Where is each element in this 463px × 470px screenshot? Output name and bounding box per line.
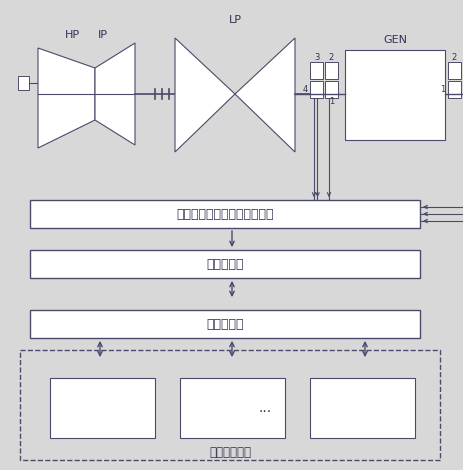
Text: 计算服务器: 计算服务器 xyxy=(206,258,243,271)
Bar xyxy=(309,81,322,98)
Polygon shape xyxy=(95,43,135,145)
Bar xyxy=(30,310,419,338)
Text: IP: IP xyxy=(98,30,108,40)
Bar xyxy=(309,62,322,79)
Bar xyxy=(344,50,444,140)
Text: 2: 2 xyxy=(451,54,456,63)
Bar xyxy=(180,378,284,438)
Polygon shape xyxy=(234,38,294,152)
Text: LP: LP xyxy=(228,15,241,25)
Text: 2: 2 xyxy=(328,54,333,63)
Bar xyxy=(30,200,419,228)
Bar xyxy=(462,81,463,98)
Bar xyxy=(50,378,155,438)
Bar xyxy=(30,250,419,278)
Bar xyxy=(324,81,337,98)
Bar xyxy=(18,76,29,90)
Bar xyxy=(20,350,439,460)
Polygon shape xyxy=(38,48,95,148)
Bar xyxy=(447,81,460,98)
Text: 3: 3 xyxy=(313,54,319,63)
Bar xyxy=(324,62,337,79)
Text: 网页服务器: 网页服务器 xyxy=(206,318,243,330)
Bar xyxy=(309,378,414,438)
Bar xyxy=(462,62,463,79)
Bar xyxy=(447,62,460,79)
Text: 1: 1 xyxy=(328,97,333,107)
Polygon shape xyxy=(175,38,234,152)
Text: 1: 1 xyxy=(439,85,444,94)
Text: GEN: GEN xyxy=(382,35,406,45)
Text: HP: HP xyxy=(64,30,79,40)
Text: 用户端浏览器: 用户端浏览器 xyxy=(208,446,250,459)
Text: ...: ... xyxy=(258,401,271,415)
Text: 汽轮发电机热工保护系统接口: 汽轮发电机热工保护系统接口 xyxy=(176,207,273,220)
Text: 4: 4 xyxy=(302,85,307,94)
